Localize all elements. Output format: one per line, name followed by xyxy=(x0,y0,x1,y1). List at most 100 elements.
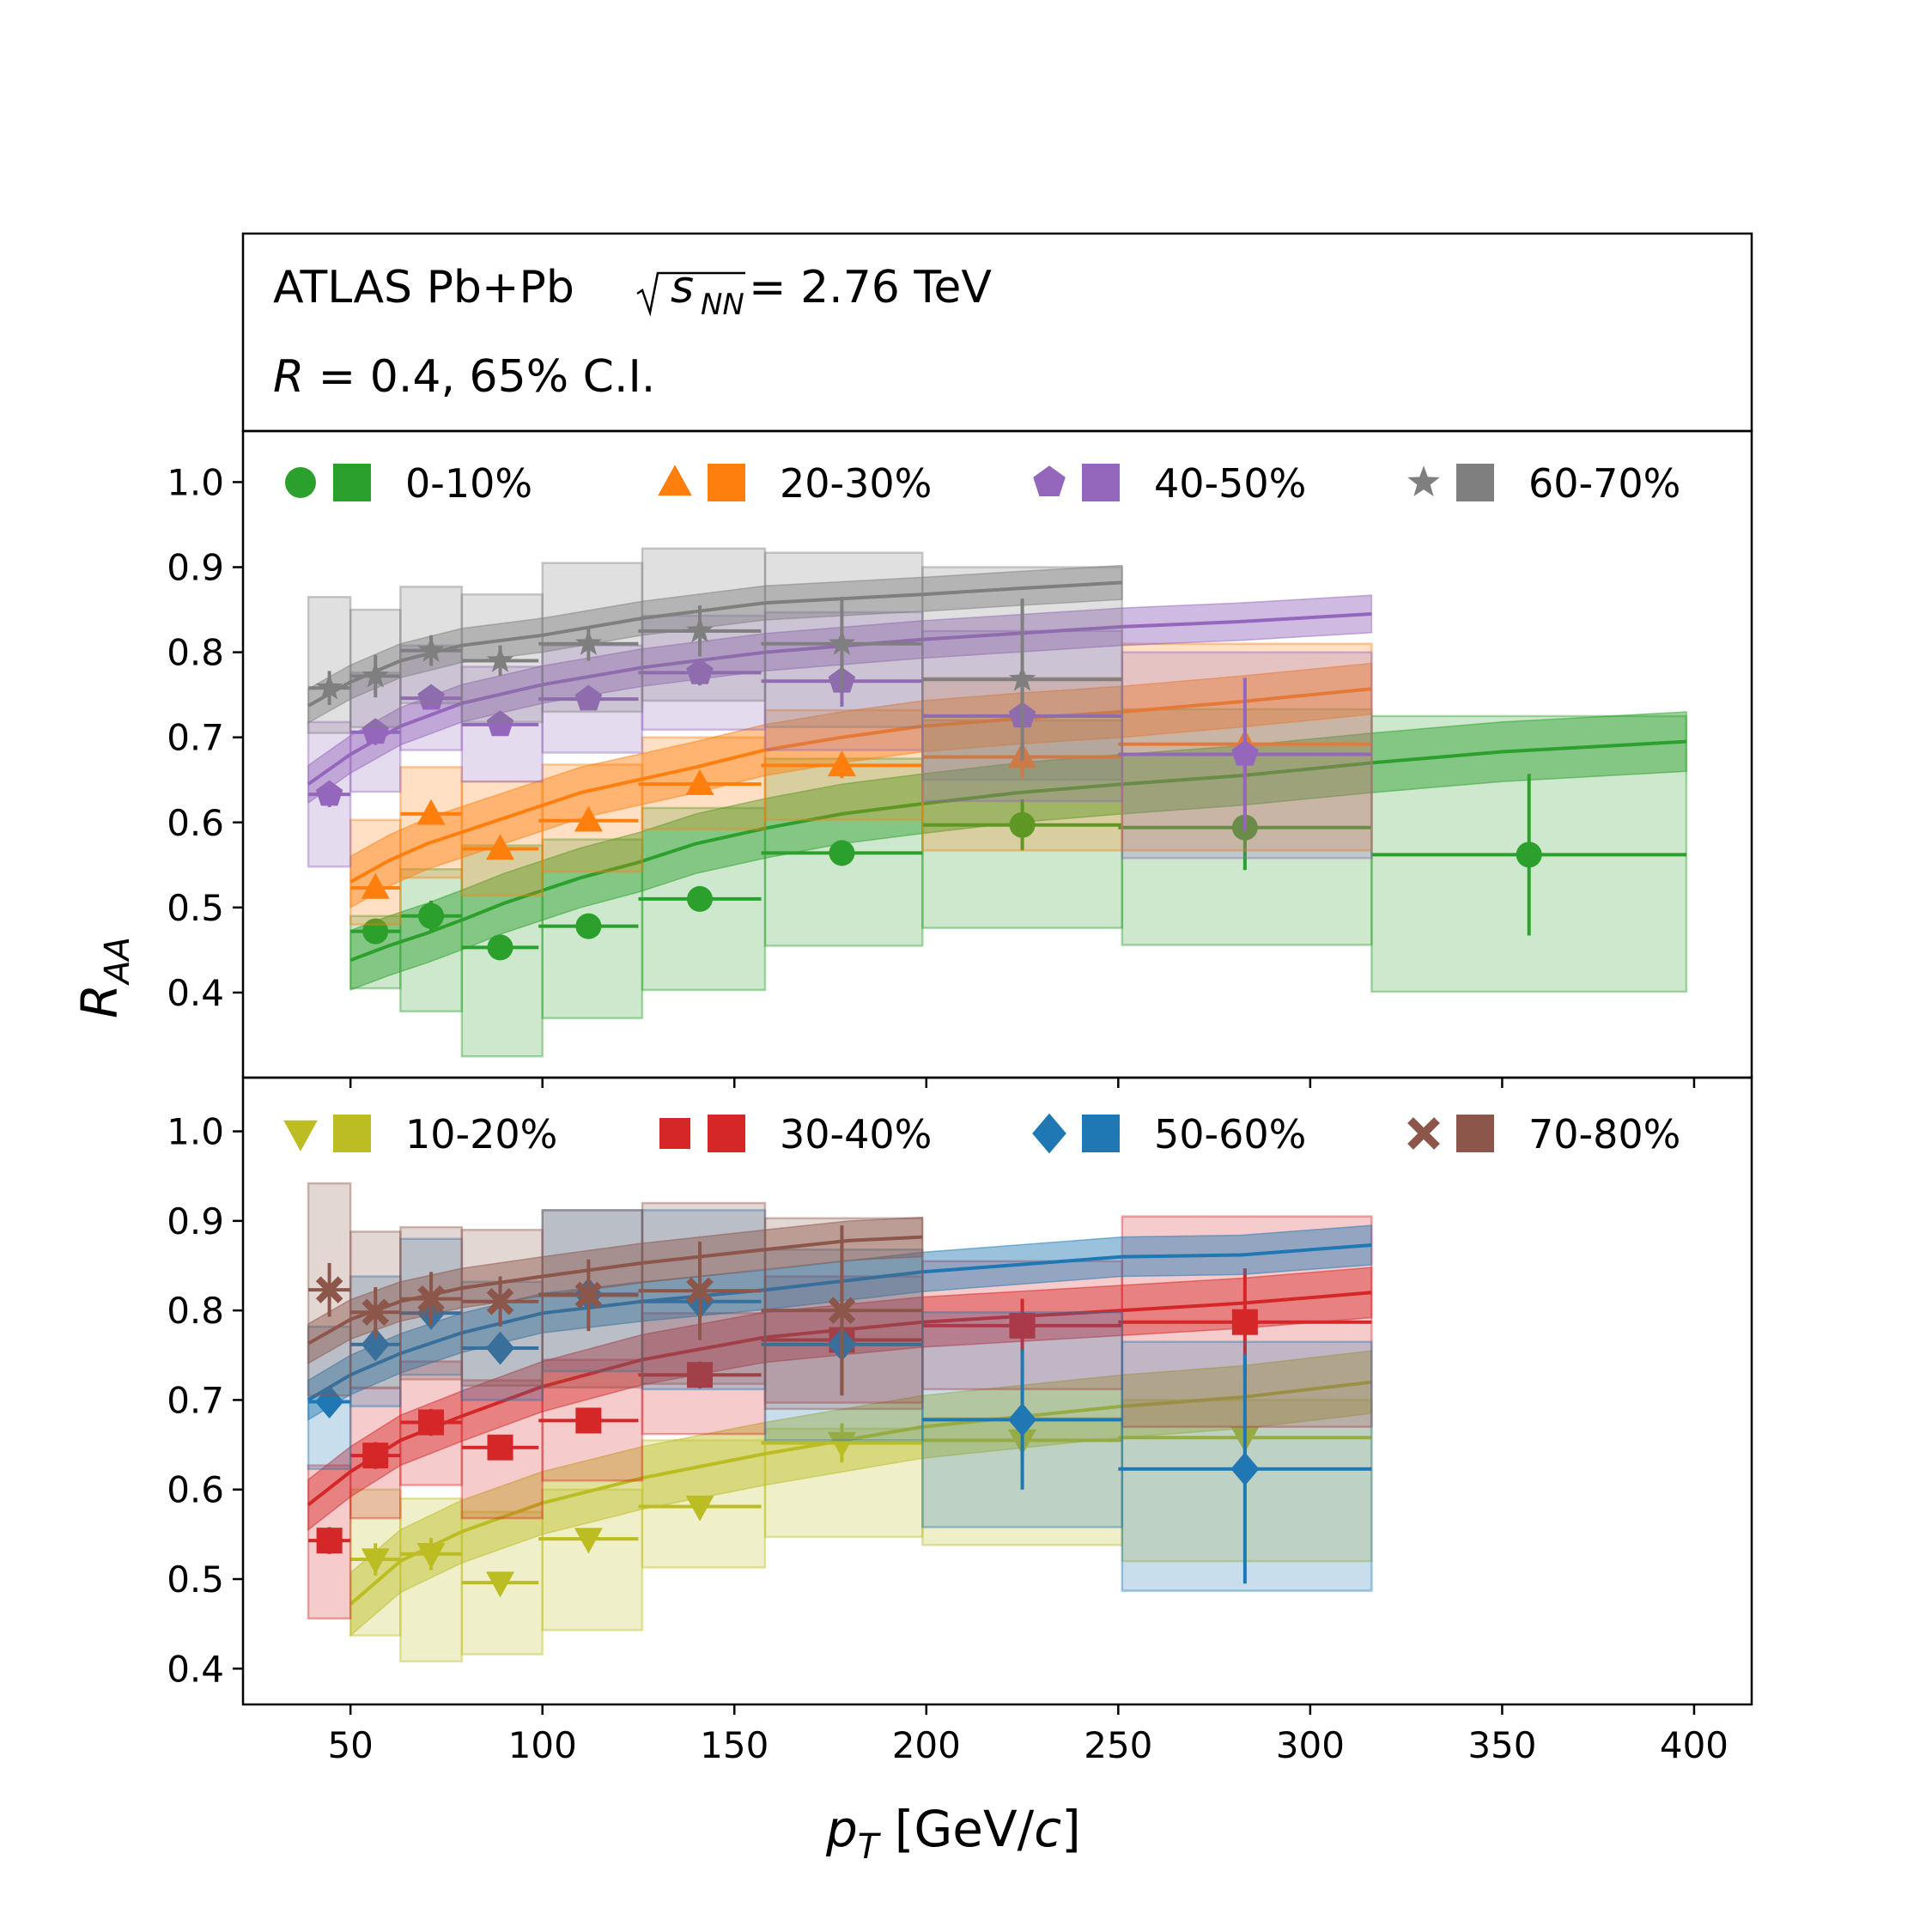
legend-marker xyxy=(285,467,316,498)
data-point xyxy=(461,1571,539,1598)
x-tick-label: 200 xyxy=(892,1724,961,1766)
legend-marker xyxy=(1407,1117,1440,1150)
marker-x xyxy=(315,1276,343,1303)
data-point xyxy=(400,683,462,710)
marker-triangle-up xyxy=(685,769,714,795)
legend-marker xyxy=(1407,465,1440,496)
legend-marker xyxy=(1032,1113,1066,1154)
marker-star xyxy=(686,617,714,643)
marker-diamond xyxy=(315,1385,344,1419)
marker-circle xyxy=(1516,841,1542,868)
data-point xyxy=(461,1331,539,1365)
marker-x xyxy=(574,1281,603,1309)
marker-x xyxy=(486,1287,514,1315)
x-tick-label: 350 xyxy=(1467,1724,1536,1766)
legend-box-swatch xyxy=(1456,1115,1494,1152)
marker-star xyxy=(574,629,603,655)
bottom-ticks: 0.4 0.5 0.6 0.7 0.8 0.9 1.0 50 100 150 200 250 300 35… xyxy=(167,1111,1728,1766)
x-tick-label: 50 xyxy=(327,1724,373,1766)
y-tick-label: 0.7 xyxy=(167,717,224,759)
theory-band xyxy=(349,1350,1373,1637)
y-tick-label: 0.6 xyxy=(167,802,224,844)
header-line2: R = 0.4, 65% C.I. xyxy=(273,351,655,403)
systematic-box xyxy=(541,562,644,714)
data-point xyxy=(350,1442,401,1469)
data-point xyxy=(350,718,401,745)
data-point xyxy=(761,840,923,866)
y-tick-label: 0.5 xyxy=(167,1558,224,1601)
legend-entry-20-30pct: 20-30% xyxy=(658,460,932,507)
data-point xyxy=(1371,774,1686,936)
marker-triangle-down xyxy=(416,1543,446,1570)
marker-square xyxy=(316,1528,343,1554)
data-point xyxy=(308,671,351,706)
legend-entry-60-70pct: 60-70% xyxy=(1407,460,1680,507)
legend-marker xyxy=(1033,465,1066,496)
marker-x xyxy=(361,1298,389,1326)
y-axis-title: RAA xyxy=(70,937,137,1018)
marker-pentagon xyxy=(574,684,603,711)
marker-star xyxy=(315,673,343,700)
systematic-box xyxy=(460,592,544,724)
marker-pentagon xyxy=(417,683,445,710)
data-point xyxy=(400,635,462,666)
y-tick-label: 0.9 xyxy=(167,547,224,589)
sqrt-variable: s xyxy=(671,262,694,313)
marker-triangle-down xyxy=(486,1571,515,1598)
x-tick-label: 100 xyxy=(508,1724,577,1766)
data-point xyxy=(922,799,1122,851)
legend-marker xyxy=(659,1118,690,1149)
top-plot-area xyxy=(307,547,1688,1058)
data-point xyxy=(538,913,639,939)
y-tick-label: 0.4 xyxy=(167,972,224,1014)
y-tick-label: 1.0 xyxy=(167,1111,224,1153)
data-point xyxy=(922,598,1122,761)
legend-marker xyxy=(283,1120,318,1151)
data-point xyxy=(922,1298,1122,1353)
top-legend: 0-10% 20-30% 40-50% 60-70% xyxy=(285,460,1680,507)
theory-band xyxy=(307,1267,1373,1532)
systematic-box xyxy=(641,547,767,702)
legend-label: 30-40% xyxy=(780,1111,932,1157)
data-point xyxy=(461,934,539,961)
x-tick-label: 400 xyxy=(1660,1724,1728,1766)
systematic-box xyxy=(349,818,402,926)
top-ticks: 0.4 0.5 0.6 0.7 0.8 0.9 1.0 xyxy=(167,461,1696,1088)
marker-circle xyxy=(1009,811,1036,838)
data-point xyxy=(638,769,762,795)
bottom-series-70-80pct xyxy=(307,1182,924,1411)
marker-triangle-down xyxy=(685,1495,714,1522)
y-tick-label: 0.8 xyxy=(167,632,224,674)
data-point xyxy=(538,684,639,711)
data-point xyxy=(638,1241,762,1340)
top-series-40-50pct xyxy=(307,594,1373,868)
marker-triangle-down xyxy=(574,1528,603,1554)
y-tick-label: 0.8 xyxy=(167,1290,224,1332)
sqrt-subscript: NN xyxy=(701,288,744,322)
data-point xyxy=(400,1408,462,1437)
data-point xyxy=(308,1385,351,1419)
legend-entry-0-10pct: 0-10% xyxy=(285,460,532,507)
marker-star xyxy=(828,629,856,655)
legend-label: 60-70% xyxy=(1528,460,1680,507)
marker-x xyxy=(828,1297,856,1324)
data-point xyxy=(461,1434,539,1461)
marker-triangle-down xyxy=(361,1548,390,1575)
data-point xyxy=(461,710,539,737)
x-tick-label: 250 xyxy=(1084,1724,1152,1766)
marker-square xyxy=(1009,1312,1036,1339)
data-point xyxy=(922,1350,1122,1490)
bottom-axes-frame xyxy=(241,1076,1753,1706)
header-panel: ATLAS Pb+Pb s NN = 2.76 TeV R = 0.4, 65%… xyxy=(241,232,1753,433)
data-point xyxy=(761,1423,923,1463)
x-tick-label: 300 xyxy=(1276,1724,1345,1766)
marker-diamond xyxy=(361,1327,390,1362)
data-point xyxy=(538,626,639,661)
legend-label: 50-60% xyxy=(1154,1111,1306,1157)
legend-label: 0-10% xyxy=(405,460,532,507)
marker-circle xyxy=(829,840,855,866)
data-point xyxy=(400,1272,462,1326)
bottom-series-50-60pct xyxy=(307,1209,1373,1592)
